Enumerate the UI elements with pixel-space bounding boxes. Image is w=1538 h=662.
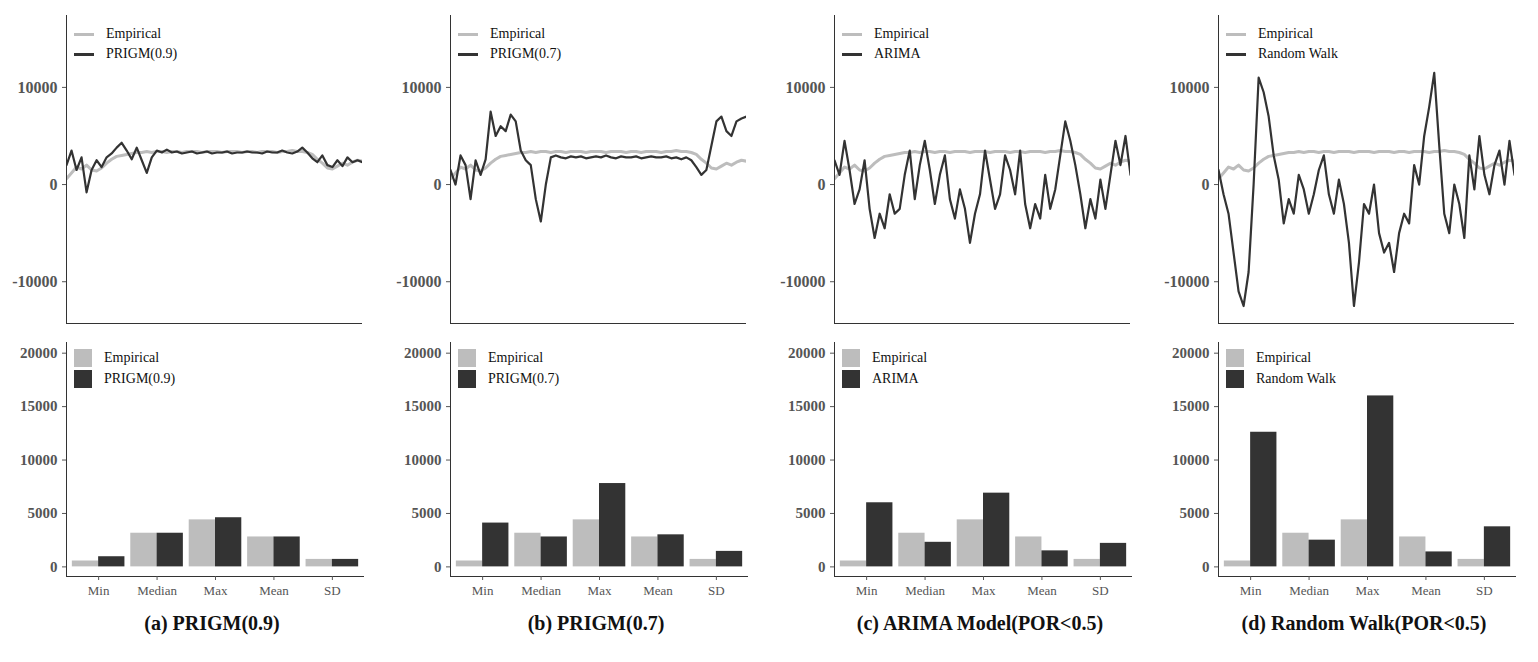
html-text:Random Walk: Random Walk	[1256, 371, 1336, 386]
svg-text:Max: Max	[972, 583, 996, 598]
svg-text:Median: Median	[1289, 583, 1329, 598]
html-text:Empirical: Empirical	[872, 350, 928, 365]
svg-text:20000: 20000	[20, 345, 58, 361]
svg-text:10000: 10000	[1172, 452, 1210, 468]
svg-text:0: 0	[50, 176, 58, 193]
html-text:Random Walk: Random Walk	[1258, 46, 1338, 61]
html-text:ARIMA: ARIMA	[874, 46, 921, 61]
svg-text:15000: 15000	[1172, 398, 1210, 414]
svg-text:Min: Min	[1240, 583, 1262, 598]
svg-text:-10000: -10000	[1164, 273, 1209, 290]
svg-text:Min: Min	[856, 583, 878, 598]
svg-text:20000: 20000	[404, 345, 442, 361]
html-text:(c) ARIMA Model(POR<0.5): (c) ARIMA Model(POR<0.5)	[856, 612, 1104, 634]
svg-text:0: 0	[1202, 559, 1210, 575]
svg-text:SD: SD	[324, 583, 341, 598]
svg-text:5000: 5000	[28, 505, 58, 521]
svg-text:-10000: -10000	[780, 273, 825, 290]
html-text:PRIGM(0.7): PRIGM(0.7)	[488, 371, 560, 386]
svg-text:0: 0	[434, 559, 442, 575]
html-text:Empirical: Empirical	[106, 26, 162, 41]
html-text:Empirical: Empirical	[1258, 26, 1314, 41]
html-text:(d) Random Walk(POR<0.5): (d) Random Walk(POR<0.5)	[1241, 612, 1487, 634]
svg-text:15000: 15000	[788, 398, 826, 414]
svg-text:0: 0	[818, 176, 826, 193]
svg-text:0: 0	[818, 559, 826, 575]
svg-text:Min: Min	[88, 583, 110, 598]
svg-text:Mean: Mean	[1411, 583, 1441, 598]
svg-text:0: 0	[434, 176, 442, 193]
svg-text:SD: SD	[708, 583, 725, 598]
svg-text:5000: 5000	[796, 505, 826, 521]
svg-text:-10000: -10000	[12, 273, 57, 290]
html-text:(a) PRIGM(0.9): (a) PRIGM(0.9)	[144, 612, 280, 634]
svg-text:15000: 15000	[404, 398, 442, 414]
svg-text:0: 0	[1202, 176, 1210, 193]
html-text:Empirical: Empirical	[490, 26, 546, 41]
html-text:Empirical: Empirical	[488, 350, 544, 365]
svg-text:Mean: Mean	[643, 583, 673, 598]
svg-text:20000: 20000	[788, 345, 826, 361]
svg-text:10000: 10000	[404, 452, 442, 468]
svg-text:Median: Median	[521, 583, 561, 598]
svg-text:10000: 10000	[402, 79, 442, 96]
svg-text:Mean: Mean	[1027, 583, 1057, 598]
svg-text:Max: Max	[588, 583, 612, 598]
svg-text:0: 0	[50, 559, 58, 575]
html-text:PRIGM(0.9): PRIGM(0.9)	[104, 371, 176, 386]
svg-text:Median: Median	[137, 583, 177, 598]
svg-text:5000: 5000	[412, 505, 442, 521]
html-text:PRIGM(0.7): PRIGM(0.7)	[490, 46, 562, 61]
html-text:PRIGM(0.9): PRIGM(0.9)	[106, 46, 178, 61]
svg-text:10000: 10000	[788, 452, 826, 468]
svg-text:20000: 20000	[1172, 345, 1210, 361]
svg-text:10000: 10000	[18, 79, 58, 96]
svg-text:Mean: Mean	[259, 583, 289, 598]
svg-text:Max: Max	[204, 583, 228, 598]
svg-text:Max: Max	[1356, 583, 1380, 598]
svg-text:5000: 5000	[1180, 505, 1210, 521]
svg-text:15000: 15000	[20, 398, 58, 414]
svg-text:SD: SD	[1092, 583, 1109, 598]
svg-text:10000: 10000	[786, 79, 826, 96]
html-text:Empirical: Empirical	[1256, 350, 1312, 365]
svg-text:-10000: -10000	[396, 273, 441, 290]
svg-text:Min: Min	[472, 583, 494, 598]
html-text:Empirical: Empirical	[874, 26, 930, 41]
html-text:ARIMA: ARIMA	[872, 371, 919, 386]
html-text:(b) PRIGM(0.7): (b) PRIGM(0.7)	[527, 612, 665, 634]
html-text:Empirical: Empirical	[104, 350, 160, 365]
svg-text:Median: Median	[905, 583, 945, 598]
svg-text:10000: 10000	[20, 452, 58, 468]
svg-text:10000: 10000	[1170, 79, 1210, 96]
svg-text:SD: SD	[1476, 583, 1493, 598]
